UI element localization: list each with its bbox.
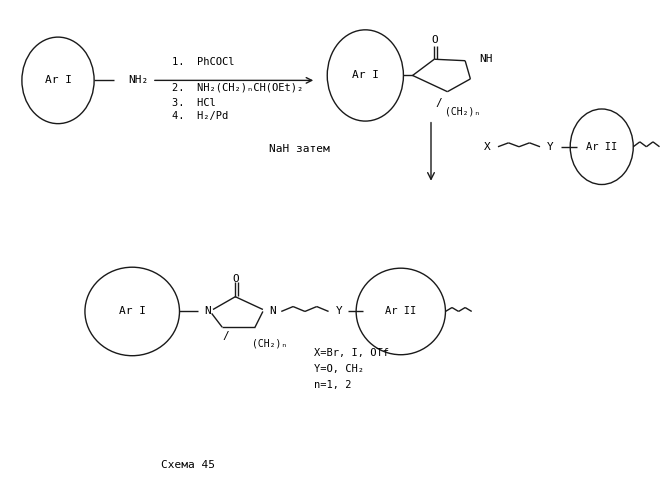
Text: Y=O, CH₂: Y=O, CH₂ xyxy=(314,364,364,374)
Text: 1.  PhCOCl: 1. PhCOCl xyxy=(172,57,234,67)
Text: N: N xyxy=(204,306,211,316)
Text: Y: Y xyxy=(336,306,342,316)
Text: NH₂: NH₂ xyxy=(128,76,148,86)
Text: 4.  H₂/Pd: 4. H₂/Pd xyxy=(172,112,228,122)
Text: NH: NH xyxy=(479,54,493,64)
Text: O: O xyxy=(232,274,239,284)
Text: NaH затем: NaH затем xyxy=(269,144,330,154)
Text: (CH₂)ₙ: (CH₂)ₙ xyxy=(445,106,480,117)
Text: /: / xyxy=(223,331,229,341)
Text: Ar II: Ar II xyxy=(586,142,617,152)
Text: O: O xyxy=(431,34,438,44)
Text: Ar II: Ar II xyxy=(385,306,416,316)
Text: Ar I: Ar I xyxy=(45,76,72,86)
Text: X: X xyxy=(483,142,490,152)
Text: Схема 45: Схема 45 xyxy=(161,460,215,470)
Text: 2.  NH₂(CH₂)ₙCH(OEt)₂: 2. NH₂(CH₂)ₙCH(OEt)₂ xyxy=(172,83,303,93)
Text: Ar I: Ar I xyxy=(352,70,379,81)
Text: Y: Y xyxy=(547,142,554,152)
Text: 3.  HCl: 3. HCl xyxy=(172,98,215,108)
Text: N: N xyxy=(269,306,276,316)
Text: (CH₂)ₙ: (CH₂)ₙ xyxy=(252,338,287,348)
Text: Ar I: Ar I xyxy=(119,306,146,316)
Text: X=Br, I, OTf: X=Br, I, OTf xyxy=(314,348,389,358)
Text: n=1, 2: n=1, 2 xyxy=(314,380,352,390)
Text: /: / xyxy=(436,98,442,108)
